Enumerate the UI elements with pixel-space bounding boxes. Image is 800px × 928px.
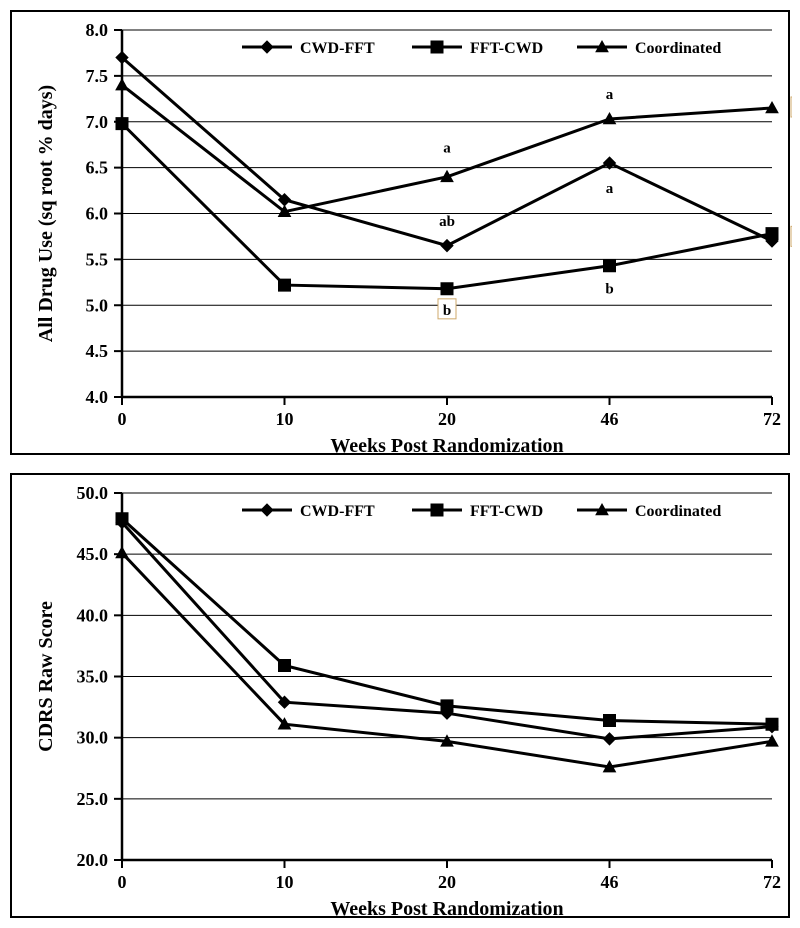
y-tick-label: 7.5 bbox=[86, 66, 109, 86]
y-tick-label: 35.0 bbox=[77, 667, 109, 687]
marker-fft bbox=[441, 283, 453, 295]
y-tick-label: 6.5 bbox=[86, 158, 109, 178]
y-tick-label: 50.0 bbox=[77, 483, 109, 503]
legend-marker-cwd bbox=[261, 41, 273, 53]
chart-bottom: 20.0 25.0 30.0 35.0 40.0 45.0 50.0 0 10 20 46 72 Wee… bbox=[12, 475, 792, 920]
legend-label-coord: Coordinated bbox=[635, 40, 721, 57]
marker-cwd bbox=[441, 240, 453, 252]
y-tick-label: 7.0 bbox=[86, 112, 109, 132]
annotation: a bbox=[606, 87, 614, 103]
chart-panel-bottom: 20.0 25.0 30.0 35.0 40.0 45.0 50.0 0 10 20 46 72 Wee… bbox=[10, 473, 790, 918]
marker-fft bbox=[279, 279, 291, 291]
y-tick-label: 5.0 bbox=[86, 295, 109, 315]
legend-marker-fft bbox=[431, 504, 443, 516]
marker-fft bbox=[604, 715, 616, 727]
annotation: a bbox=[443, 140, 451, 156]
legend-marker-cwd bbox=[261, 504, 273, 516]
marker-fft bbox=[279, 659, 291, 671]
marker-fft bbox=[116, 513, 128, 525]
x-tick-label: 10 bbox=[276, 409, 294, 429]
marker-fft bbox=[116, 118, 128, 130]
marker-fft bbox=[766, 718, 778, 730]
x-tick-label: 0 bbox=[118, 872, 127, 892]
y-tick-label: 5.5 bbox=[86, 249, 109, 269]
legend-label-cwd: CWD-FFT bbox=[300, 40, 375, 57]
marker-fft bbox=[766, 228, 778, 240]
annotation-box bbox=[791, 97, 792, 117]
chart-panel-top: 4.0 4.5 5.0 5.5 6.0 6.5 7.0 7.5 8.0 0 10 20 46 72 Week… bbox=[10, 10, 790, 455]
y-tick-label: 20.0 bbox=[77, 850, 109, 870]
annotation: b bbox=[443, 303, 451, 319]
marker-fft bbox=[441, 700, 453, 712]
legend-label-fft: FFT-CWD bbox=[470, 503, 543, 520]
x-tick-label: 0 bbox=[118, 409, 127, 429]
y-tick-label: 6.0 bbox=[86, 204, 109, 224]
marker-cwd bbox=[604, 733, 616, 745]
legend-marker-fft bbox=[431, 41, 443, 53]
legend-label-coord: Coordinated bbox=[635, 503, 721, 520]
series-line-fft bbox=[122, 519, 772, 725]
y-tick-label: 45.0 bbox=[77, 544, 109, 564]
marker-coord bbox=[116, 79, 128, 90]
x-tick-label: 46 bbox=[601, 409, 619, 429]
x-tick-label: 20 bbox=[438, 872, 456, 892]
y-tick-label: 25.0 bbox=[77, 789, 109, 809]
y-tick-label: 4.5 bbox=[86, 341, 109, 361]
x-tick-label: 10 bbox=[276, 872, 294, 892]
annotation: a bbox=[606, 181, 614, 197]
x-axis-title: Weeks Post Randomization bbox=[330, 435, 563, 457]
x-tick-label: 46 bbox=[601, 872, 619, 892]
y-tick-label: 40.0 bbox=[77, 605, 109, 625]
y-tick-label: 4.0 bbox=[86, 387, 109, 407]
legend-label-cwd: CWD-FFT bbox=[300, 503, 375, 520]
x-axis-title: Weeks Post Randomization bbox=[330, 898, 563, 920]
legend-label-fft: FFT-CWD bbox=[470, 40, 543, 57]
annotation: b bbox=[605, 282, 613, 298]
x-tick-label: 20 bbox=[438, 409, 456, 429]
x-tick-label: 72 bbox=[763, 409, 781, 429]
chart-top: 4.0 4.5 5.0 5.5 6.0 6.5 7.0 7.5 8.0 0 10 20 46 72 Week… bbox=[12, 12, 792, 457]
y-axis-title: CDRS Raw Score bbox=[35, 601, 57, 752]
y-tick-label: 30.0 bbox=[77, 728, 109, 748]
marker-coord bbox=[116, 547, 128, 558]
x-tick-label: 72 bbox=[763, 872, 781, 892]
annotation: ab bbox=[439, 214, 455, 230]
y-axis-title: All Drug Use (sq root % days) bbox=[35, 85, 57, 342]
marker-fft bbox=[604, 260, 616, 272]
y-tick-label: 8.0 bbox=[86, 20, 109, 40]
annotation-box bbox=[791, 226, 792, 246]
